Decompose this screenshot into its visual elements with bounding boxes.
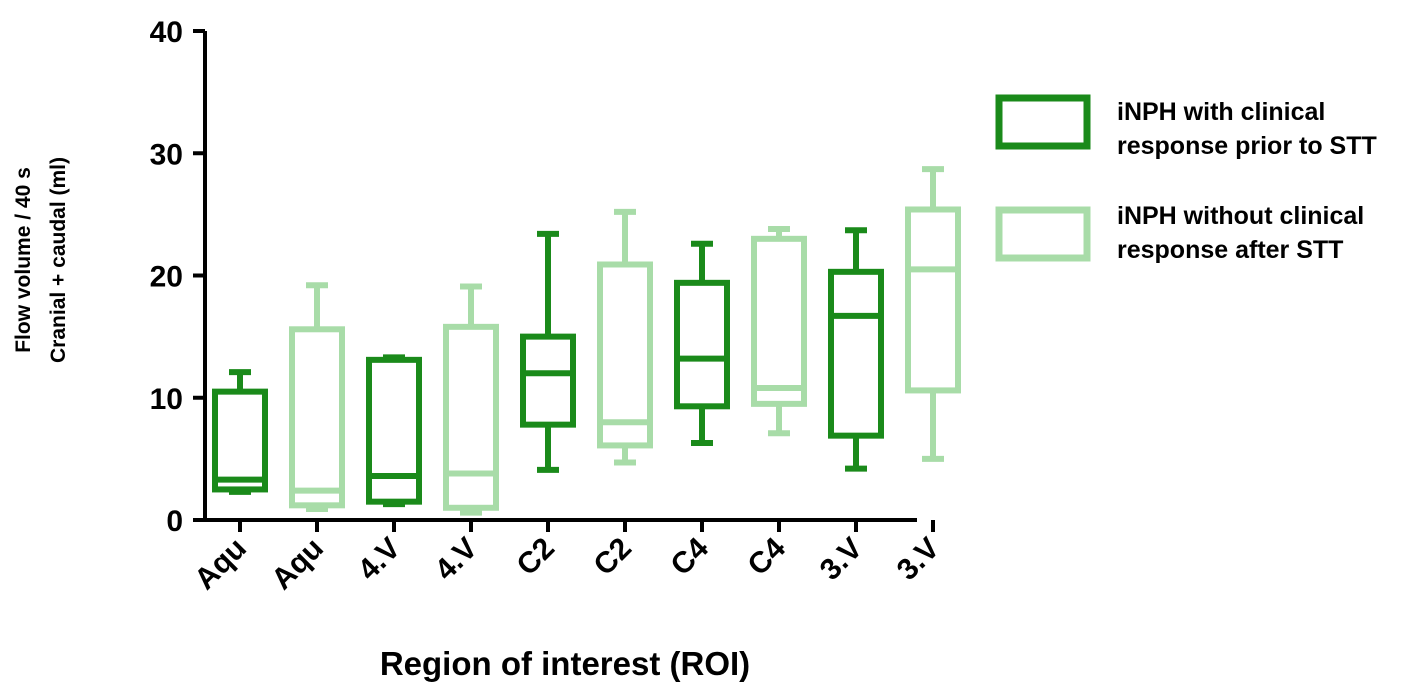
x-tick-label: 3.V — [814, 532, 869, 587]
legend-label-with-response-line2: response prior to STT — [1117, 132, 1377, 160]
iqr-box — [828, 268, 884, 439]
x-tick-label: Aqu — [265, 532, 330, 597]
x-tick-label: C2 — [587, 532, 637, 582]
box-3 — [443, 283, 499, 516]
x-tick-label: C4 — [741, 531, 792, 582]
x-ticks: Aqu Aqu 4.V 4.V C2 C2 C4 C4 3.V 3.V — [188, 520, 946, 596]
box-9 — [905, 166, 961, 462]
box-1 — [289, 282, 345, 512]
iqr-box — [443, 323, 499, 511]
x-tick-label: 4.V — [429, 532, 484, 587]
box-2 — [366, 354, 422, 508]
iqr-box — [366, 356, 422, 505]
iqr-box — [751, 235, 807, 407]
y-tick-label: 20 — [150, 261, 183, 294]
iqr-box — [597, 261, 653, 449]
legend-label-with-response-line1: iNPH with clinical — [1117, 98, 1325, 126]
box-7 — [751, 226, 807, 437]
legend-swatch-with-response — [995, 94, 1091, 150]
legend-label-without-response-line2: response after STT — [1117, 236, 1343, 264]
legend-label-without-response-line1: iNPH without clinical — [1117, 202, 1364, 230]
y-tick-label: 30 — [150, 138, 183, 171]
x-tick-label: C2 — [510, 532, 560, 582]
x-tick-label: C4 — [664, 531, 715, 582]
box-plot-marks — [212, 166, 961, 516]
box-0 — [212, 369, 268, 495]
y-axis-title-line2: Cranial + caudal (ml) — [47, 157, 70, 363]
iqr-box — [212, 388, 268, 493]
x-tick-label: 3.V — [891, 532, 946, 587]
box-4 — [520, 230, 576, 473]
box-6 — [674, 240, 730, 446]
legend: iNPH with clinical response prior to STT… — [995, 94, 1377, 264]
iqr-box — [674, 279, 730, 410]
box-8 — [828, 227, 884, 472]
x-axis-title: Region of interest (ROI) — [380, 645, 750, 682]
iqr-box — [520, 333, 576, 428]
y-ticks: 0 10 20 30 40 — [150, 16, 205, 538]
y-axis-title-line1: Flow volume / 40 s — [12, 167, 35, 353]
y-tick-label: 0 — [166, 505, 183, 538]
y-tick-label: 10 — [150, 383, 183, 416]
box-5 — [597, 208, 653, 466]
iqr-box — [289, 326, 345, 509]
iqr-box — [905, 206, 961, 394]
legend-swatch-without-response — [995, 206, 1091, 262]
x-tick-label: 4.V — [352, 532, 407, 587]
x-tick-label: Aqu — [188, 532, 253, 597]
y-tick-label: 40 — [150, 16, 183, 49]
